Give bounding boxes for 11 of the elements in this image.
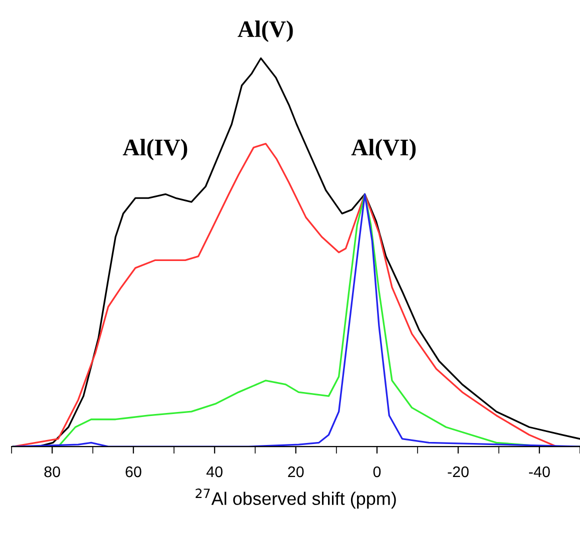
x-tick-label: -40 — [529, 466, 550, 478]
x-tick-label: 80 — [44, 466, 60, 478]
x-tick-label: 40 — [206, 466, 222, 478]
x-axis-title: $^{27}$Al observed shift (ppm) — [196, 488, 396, 509]
x-tick-label: 20 — [288, 466, 304, 478]
x-tick-label: -20 — [448, 466, 469, 478]
x-tick-label: 0 — [373, 466, 381, 478]
annotation: Al(IV) — [122, 138, 188, 160]
x-tick-label: 60 — [126, 466, 142, 478]
text: Al(V) — [238, 20, 293, 42]
annotation: Al(VI) — [351, 138, 416, 160]
